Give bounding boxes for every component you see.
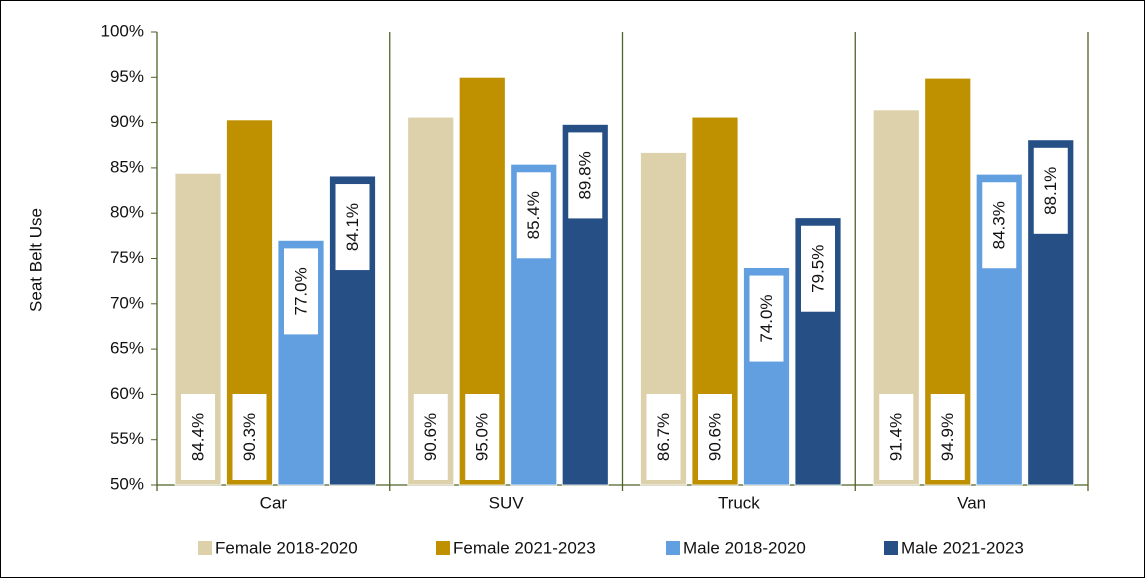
x-tick-label: Car: [260, 493, 288, 512]
legend-label: Female 2018-2020: [215, 538, 358, 557]
y-tick-label: 55%: [110, 429, 144, 448]
value-label-box: [879, 394, 914, 480]
legend-label: Female 2021-2023: [453, 538, 596, 557]
x-tick-label: Van: [957, 493, 986, 512]
legend-label: Male 2021-2023: [901, 538, 1024, 557]
y-tick-label: 90%: [110, 112, 144, 131]
value-label-box: [232, 394, 267, 480]
value-label-box: [568, 132, 603, 219]
x-tick-label: SUV: [489, 493, 525, 512]
value-label-box: [982, 182, 1017, 269]
value-label-box: [646, 394, 681, 480]
value-label-box: [516, 172, 551, 259]
value-label: 90.6%: [421, 413, 440, 461]
y-tick-label: 75%: [110, 248, 144, 267]
value-label-box: [698, 394, 732, 480]
legend-swatch: [436, 541, 450, 555]
value-label: 86.7%: [654, 413, 673, 461]
value-label: 88.1%: [1041, 167, 1060, 215]
value-label: 79.5%: [808, 245, 827, 293]
value-label: 90.3%: [240, 413, 259, 461]
legend-swatch: [884, 541, 898, 555]
value-label-box: [465, 394, 500, 480]
value-label: 90.6%: [705, 413, 724, 461]
y-tick-label: 65%: [110, 339, 144, 358]
y-axis-title: Seat Belt Use: [26, 208, 45, 312]
y-tick-label: 100%: [101, 21, 144, 40]
value-label: 84.3%: [990, 201, 1009, 249]
value-label: 85.4%: [524, 191, 543, 239]
value-label: 91.4%: [887, 413, 906, 461]
y-tick-label: 50%: [110, 474, 144, 493]
value-label: 74.0%: [757, 294, 776, 342]
value-label: 84.4%: [188, 413, 207, 461]
y-tick-label: 70%: [110, 293, 144, 312]
y-tick-label: 60%: [110, 384, 144, 403]
value-label-box: [801, 225, 835, 312]
legend-swatch: [666, 541, 680, 555]
x-tick-label: Truck: [718, 493, 760, 512]
y-tick-label: 95%: [110, 67, 144, 86]
value-label: 89.8%: [576, 151, 595, 199]
value-label-box: [749, 275, 784, 362]
value-label: 84.1%: [343, 203, 362, 251]
value-label-box: [1033, 147, 1068, 234]
legend-swatch: [198, 541, 212, 555]
value-label: 94.9%: [938, 413, 957, 461]
y-tick-label: 85%: [110, 157, 144, 176]
value-label-box: [930, 394, 965, 480]
value-label-box: [181, 394, 215, 480]
value-label-box: [284, 248, 318, 335]
legend-label: Male 2018-2020: [683, 538, 806, 557]
y-tick-label: 80%: [110, 203, 144, 222]
value-label: 77.0%: [291, 267, 310, 315]
value-label-box: [335, 184, 370, 271]
value-label: 95.0%: [473, 413, 492, 461]
value-label-box: [413, 394, 448, 480]
